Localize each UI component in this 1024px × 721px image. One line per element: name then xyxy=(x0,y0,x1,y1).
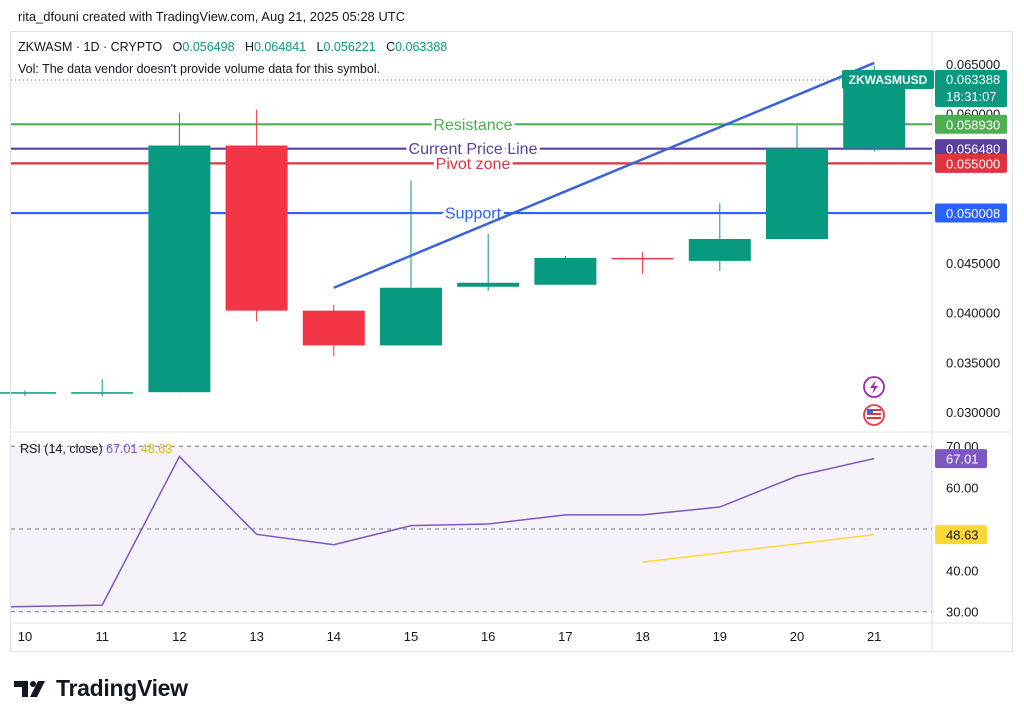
tradingview-logo-icon xyxy=(14,681,45,697)
rsi-value-tag-label: 67.01 xyxy=(946,452,979,467)
time-tick-label: 17 xyxy=(558,629,572,644)
candle-body[interactable] xyxy=(148,145,211,393)
rsi-ma-value-tag[interactable] xyxy=(935,525,987,545)
price-tag-label: 0.055000 xyxy=(946,156,1000,171)
candle-body[interactable] xyxy=(766,148,828,240)
rsi-legend[interactable]: RSI (14, close) 67.01 48.63 xyxy=(20,442,172,456)
us-flag-icon[interactable] xyxy=(863,404,885,426)
low-value: 0.056221 xyxy=(323,40,376,54)
price-tag[interactable] xyxy=(935,153,1007,173)
rsi-ma-legend-value: 48.63 xyxy=(141,442,172,456)
candle-body[interactable] xyxy=(302,310,365,346)
tradingview-logo[interactable]: TradingView xyxy=(14,675,188,701)
price-tag-label: 0.056480 xyxy=(946,142,1000,157)
rsi-ma-line[interactable] xyxy=(642,533,875,563)
candle-body[interactable] xyxy=(380,287,442,346)
price-tag[interactable] xyxy=(935,114,1007,134)
time-tick-label: 18 xyxy=(635,629,649,644)
time-tick-label: 11 xyxy=(95,629,109,644)
bar-countdown: 18:31:07 xyxy=(946,89,997,104)
last-price-tag[interactable] xyxy=(935,69,1007,107)
time-tick-label: 20 xyxy=(790,629,804,644)
time-tick-label: 21 xyxy=(867,629,881,644)
price-tick-label: 0.030000 xyxy=(946,405,1000,420)
candle-body[interactable] xyxy=(71,392,134,394)
rsi-title: RSI (14, close) xyxy=(20,442,106,456)
symbol-tag xyxy=(842,69,934,89)
high-value: 0.064841 xyxy=(253,40,307,54)
close-value: 0.063388 xyxy=(395,40,448,54)
price-tag[interactable] xyxy=(935,139,1007,159)
low-label: L xyxy=(316,40,324,54)
candle-body[interactable] xyxy=(457,282,520,287)
last-price-value: 0.063388 xyxy=(946,72,1000,87)
time-tick-label: 16 xyxy=(481,629,495,644)
time-tick-label: 10 xyxy=(18,629,32,644)
candle-body[interactable] xyxy=(534,257,597,285)
rsi-ma-value-tag-label: 48.63 xyxy=(946,528,979,543)
tradingview-wordmark: TradingView xyxy=(56,674,188,701)
rsi-tick-label: 60.00 xyxy=(946,481,979,496)
candle-body[interactable] xyxy=(611,257,674,260)
rsi-tick-label: 40.00 xyxy=(946,563,979,578)
open-value: 0.056498 xyxy=(182,40,235,54)
symbol-ohlc-legend[interactable]: ZKWASM · 1D · CRYPTO O0.056498 H0.064841… xyxy=(18,40,447,54)
rsi-tick-label: 30.00 xyxy=(946,605,979,620)
hline-label-resistance: Resistance xyxy=(433,117,512,134)
price-tag-label: 0.050008 xyxy=(946,206,1000,221)
hline-label-pivot-zone: Pivot zone xyxy=(436,156,511,173)
volume-note: Vol: The data vendor doesn't provide vol… xyxy=(18,62,381,76)
hline-label-support: Support xyxy=(445,206,502,223)
candle-body[interactable] xyxy=(843,79,906,149)
close-label: C xyxy=(386,40,396,54)
rsi-line[interactable] xyxy=(10,455,875,608)
time-tick-label: 13 xyxy=(249,629,263,644)
price-tick-label: 0.040000 xyxy=(946,306,1000,321)
rsi-legend-value: 67.01 xyxy=(106,442,141,456)
open-label: O xyxy=(172,40,183,54)
price-tick-label: 0.045000 xyxy=(946,256,1000,271)
candle-body[interactable] xyxy=(0,392,56,394)
candle-body[interactable] xyxy=(688,239,751,261)
time-tick-label: 12 xyxy=(172,629,186,644)
price-tick-label: 0.065000 xyxy=(946,57,1000,72)
trend-line[interactable] xyxy=(333,61,875,289)
price-tick-label: 0.035000 xyxy=(946,355,1000,370)
symbol-tag-label: ZKWASMUSD xyxy=(849,73,928,87)
high-label: H xyxy=(244,40,254,54)
lightning-icon[interactable] xyxy=(863,376,885,398)
time-tick-label: 14 xyxy=(327,629,341,644)
chart-attribution: rita_dfouni created with TradingView.com… xyxy=(18,9,406,24)
time-tick-label: 19 xyxy=(713,629,727,644)
symbol-name[interactable]: ZKWASM · 1D · CRYPTO xyxy=(18,40,163,54)
price-tag[interactable] xyxy=(935,203,1007,223)
rsi-value-tag[interactable] xyxy=(935,449,987,469)
candle-body[interactable] xyxy=(225,145,288,311)
time-tick-label: 15 xyxy=(404,629,418,644)
hline-label-current-price-line: Current Price Line xyxy=(409,141,538,158)
price-tag-label: 0.058930 xyxy=(946,117,1000,132)
